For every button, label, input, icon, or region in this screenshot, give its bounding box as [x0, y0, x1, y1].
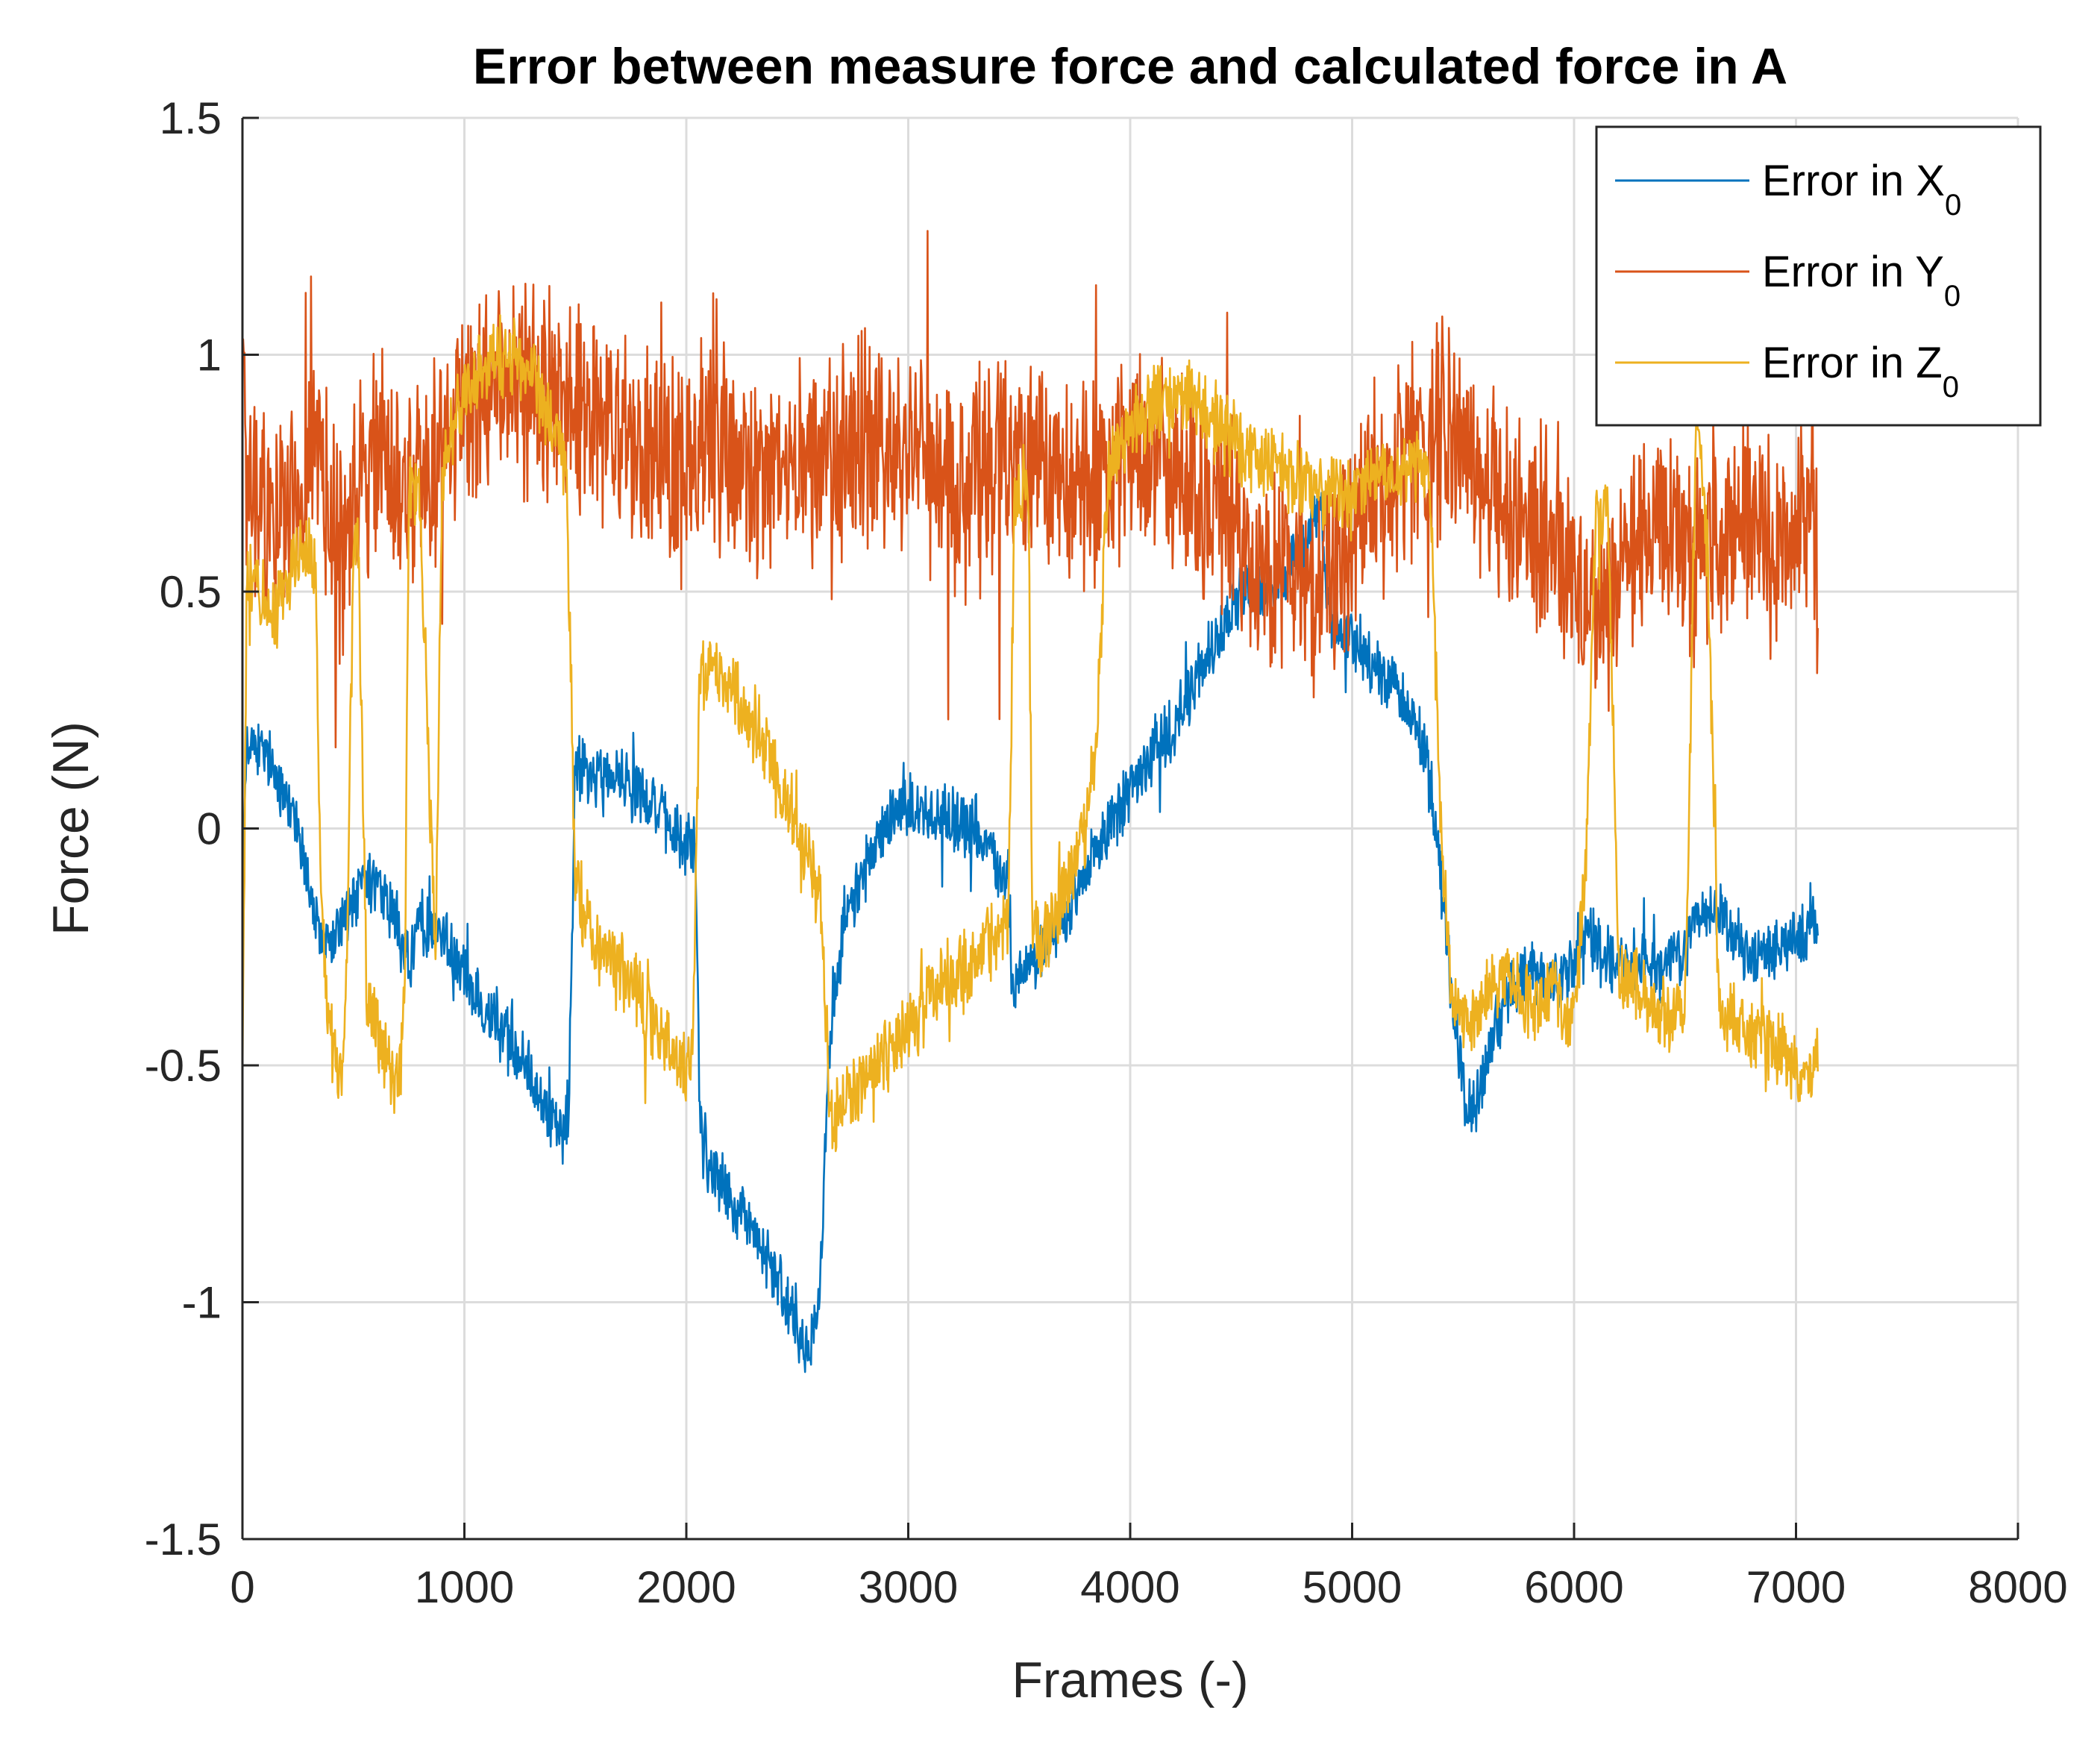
x-tick-label: 1000	[415, 1562, 514, 1612]
series-line-3	[242, 314, 1819, 1153]
legend-label-subscript: 0	[1945, 189, 1961, 222]
y-tick-label: 0.5	[160, 567, 222, 617]
legend-label-main: Error in X	[1762, 157, 1945, 205]
series-line-1	[242, 492, 1819, 1373]
y-tick-label: -1.5	[145, 1514, 222, 1564]
y-tick-label: -0.5	[145, 1041, 222, 1091]
legend-label-subscript: 0	[1943, 371, 1959, 404]
legend-label-main: Error in Z	[1762, 339, 1943, 387]
y-tick-label: 1	[197, 330, 222, 380]
x-tick-label: 5000	[1303, 1562, 1402, 1612]
legend-label-3: Error in Z0	[1762, 339, 1959, 404]
x-tick-label: 7000	[1746, 1562, 1846, 1612]
axes	[241, 116, 2019, 1541]
legend-label-1: Error in X0	[1762, 157, 1961, 222]
x-tick-label: 2000	[636, 1562, 736, 1612]
series-layer	[242, 230, 1819, 1373]
x-tick-label: 8000	[1968, 1562, 2067, 1612]
legend-label-main: Error in Y	[1762, 248, 1944, 296]
grid-lines	[241, 116, 2019, 1541]
x-tick-label: 3000	[859, 1562, 958, 1612]
y-axis-label: Force (N)	[43, 721, 99, 936]
legend-label-2: Error in Y0	[1762, 248, 1960, 313]
y-tick-label: -1	[182, 1278, 222, 1328]
y-tick-label: 0	[197, 804, 222, 854]
x-tick-label: 6000	[1524, 1562, 1623, 1612]
y-tick-label: 1.5	[160, 93, 222, 143]
legend-box	[1595, 125, 2042, 427]
x-tick-label: 4000	[1080, 1562, 1179, 1612]
x-tick-label: 0	[230, 1562, 254, 1612]
tick-labels: 0 1000 2000 3000 4000 5000 6000 7000 8000-1.5-1-…	[145, 93, 2068, 1612]
chart-title: Error between measure force and calculat…	[473, 38, 1787, 95]
x-axis-label: Frames (-)	[1012, 1652, 1248, 1708]
legend-label-subscript: 0	[1944, 280, 1960, 313]
